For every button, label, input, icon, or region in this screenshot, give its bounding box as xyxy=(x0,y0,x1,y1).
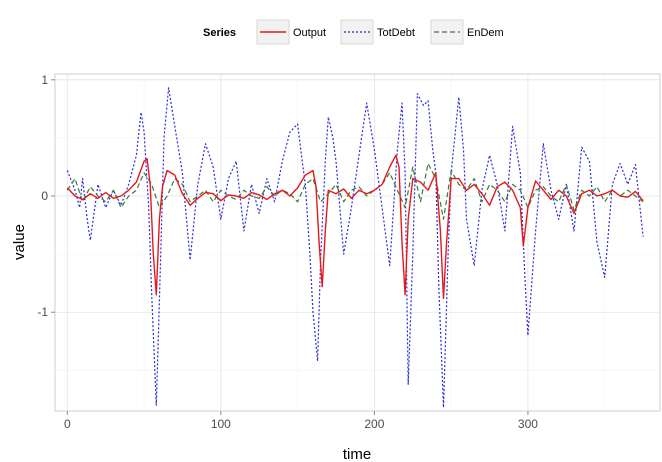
x-tick-label: 200 xyxy=(364,417,384,431)
series-line-output xyxy=(66,154,644,299)
x-tick-label: 300 xyxy=(518,417,538,431)
legend-label-endem: EnDem xyxy=(467,27,504,39)
x-tick-label: 100 xyxy=(211,417,231,431)
series-line-totdebt xyxy=(66,87,644,409)
y-tick-label: 0 xyxy=(41,189,48,203)
legend-label-output: Output xyxy=(293,27,326,39)
legend-title: Series xyxy=(203,27,236,39)
gridlines xyxy=(55,74,660,411)
legend-label-totdebt: TotDebt xyxy=(377,27,415,39)
axis-ticks: 0 100 200 300 -1 0 1 xyxy=(37,73,538,431)
x-axis-title: time xyxy=(343,446,371,462)
plot-panel xyxy=(54,73,661,412)
y-tick-label: -1 xyxy=(37,305,48,319)
y-tick-label: 1 xyxy=(41,73,48,87)
x-tick-label: 0 xyxy=(64,417,71,431)
series-layer xyxy=(66,87,644,409)
legend: Series Output TotDebt EnDem xyxy=(203,19,504,45)
series-line-endem xyxy=(66,162,644,220)
y-axis-title: value xyxy=(11,224,28,260)
